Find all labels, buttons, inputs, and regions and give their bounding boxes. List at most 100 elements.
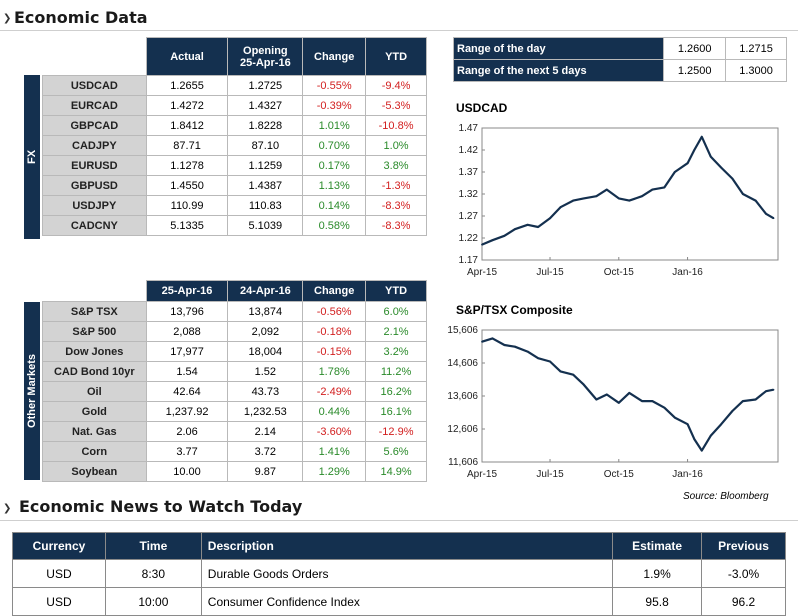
data-point xyxy=(700,135,703,138)
data-point xyxy=(491,337,494,340)
other-row: Gold 1,237.92 1,232.53 0.44% 16.1% xyxy=(42,401,427,422)
fx-table: Actual Opening 25-Apr-16 Change YTD USDCA… xyxy=(42,37,427,236)
fx-row-name: USDCAD xyxy=(42,75,147,96)
other-row: S&P TSX 13,796 13,874 -0.56% 6.0% xyxy=(42,301,427,322)
data-point xyxy=(605,393,608,396)
news-row-currency: USD xyxy=(12,559,106,588)
data-point xyxy=(720,423,723,426)
news-row-estimate: 95.8 xyxy=(612,587,703,616)
other-row: Soybean 10.00 9.87 1.29% 14.9% xyxy=(42,461,427,482)
fx-row: EURUSD 1.1278 1.1259 0.17% 3.8% xyxy=(42,155,427,176)
data-point xyxy=(731,410,734,412)
fx-header-blank xyxy=(42,37,147,76)
other-row-ytd: 11.2% xyxy=(365,361,427,382)
range-day-high: 1.2715 xyxy=(725,37,787,60)
fx-row-ytd: -8.3% xyxy=(365,195,427,216)
news-header-time: Time xyxy=(104,532,202,560)
fx-row: CADJPY 87.71 87.10 0.70% 1.0% xyxy=(42,135,427,156)
fx-row-opening: 1.2725 xyxy=(227,75,304,96)
other-row-date2: 3.72 xyxy=(227,441,304,462)
other-row-change: 0.44% xyxy=(302,401,367,422)
range-day-label: Range of the day xyxy=(452,37,665,60)
fx-row-change: 0.17% xyxy=(302,155,367,176)
news-row-estimate: 1.9% xyxy=(612,559,703,588)
fx-row-name: USDJPY xyxy=(42,195,147,216)
data-point xyxy=(772,217,775,220)
fx-sidebar: FX xyxy=(24,75,40,239)
data-point xyxy=(651,188,654,191)
fx-row-ytd: -1.3% xyxy=(365,175,427,196)
other-row-date2: 2.14 xyxy=(227,421,304,442)
fx-row: EURCAD 1.4272 1.4327 -0.39% -5.3% xyxy=(42,95,427,116)
other-row-date2: 1.52 xyxy=(227,361,304,382)
data-point xyxy=(673,416,676,419)
data-point xyxy=(595,195,598,198)
data-point xyxy=(572,199,575,202)
fx-header-ytd: YTD xyxy=(365,37,427,76)
fx-row-actual: 1.2655 xyxy=(145,75,229,96)
fx-row-opening: 1.1259 xyxy=(227,155,304,176)
other-row-date1: 1.54 xyxy=(145,361,229,382)
other-row-date2: 18,004 xyxy=(227,341,304,362)
other-row: Oil 42.64 43.73 -2.49% 16.2% xyxy=(42,381,427,402)
other-row-date1: 42.64 xyxy=(145,381,229,402)
fx-row-change: 0.70% xyxy=(302,135,367,156)
data-point xyxy=(559,206,562,209)
chart-title-usdcad: USDCAD xyxy=(456,101,508,115)
fx-row-ytd: -9.4% xyxy=(365,75,427,96)
fx-row-change: 1.01% xyxy=(302,115,367,136)
data-point xyxy=(628,391,631,394)
other-header-change: Change xyxy=(302,280,367,302)
x-tick-label: Jul-15 xyxy=(536,267,564,278)
other-row-ytd: 14.9% xyxy=(365,461,427,482)
news-header-estimate: Estimate xyxy=(612,532,703,560)
other-row-date1: 13,796 xyxy=(145,301,229,322)
news-row-previous: -3.0% xyxy=(701,559,786,588)
news-row-description: Durable Goods Orders xyxy=(200,559,614,588)
fx-row: GBPUSD 1.4550 1.4387 1.13% -1.3% xyxy=(42,175,427,196)
data-point xyxy=(503,234,506,237)
other-row-change: -0.15% xyxy=(302,341,367,362)
fx-header-opening: Opening 25-Apr-16 xyxy=(227,37,304,76)
data-point xyxy=(513,345,516,348)
other-header-date2: 24-Apr-16 xyxy=(227,280,304,302)
other-row-name: Gold xyxy=(42,401,147,422)
data-point xyxy=(709,434,712,437)
other-row-name: Soybean xyxy=(42,461,147,482)
data-point xyxy=(741,193,744,195)
fx-row-ytd: -5.3% xyxy=(365,95,427,116)
data-point xyxy=(772,388,775,391)
range-day-low: 1.2600 xyxy=(663,37,727,60)
fx-row-change: -0.39% xyxy=(302,95,367,116)
other-row-name: S&P TSX xyxy=(42,301,147,322)
data-point xyxy=(686,162,689,165)
y-tick-label: 13,606 xyxy=(448,391,478,402)
data-point xyxy=(641,400,643,403)
chart-title-tsx: S&P/TSX Composite xyxy=(456,303,573,317)
fx-row-name: EURUSD xyxy=(42,155,147,176)
news-row: USD 10:00 Consumer Confidence Index 95.8 96.… xyxy=(12,587,786,616)
other-row-name: Corn xyxy=(42,441,147,462)
other-row-ytd: 2.1% xyxy=(365,321,427,342)
plot-frame xyxy=(481,329,779,463)
fx-row-name: GBPUSD xyxy=(42,175,147,196)
other-row: CAD Bond 10yr 1.54 1.52 1.78% 11.2% xyxy=(42,361,427,382)
other-row-change: 1.78% xyxy=(302,361,367,382)
x-tick-label: Jul-15 xyxy=(536,469,564,480)
other-row-name: S&P 500 xyxy=(42,321,147,342)
x-tick-label: Jan-16 xyxy=(672,469,703,480)
range-5days-high: 1.3000 xyxy=(725,59,787,82)
data-point xyxy=(686,423,689,426)
y-tick-label: 1.22 xyxy=(459,233,479,244)
data-point xyxy=(605,188,608,191)
y-tick-label: 11,606 xyxy=(448,457,478,468)
x-tick-label: Apr-15 xyxy=(467,267,497,278)
section-title-economic-news: Economic News to Watch Today xyxy=(19,497,303,516)
fx-header-opening-label: Opening xyxy=(243,44,288,57)
data-point xyxy=(709,155,712,158)
data-point xyxy=(720,166,723,169)
other-row-change: -0.56% xyxy=(302,301,367,322)
x-tick-label: Oct-15 xyxy=(604,469,634,480)
data-point xyxy=(595,398,598,401)
